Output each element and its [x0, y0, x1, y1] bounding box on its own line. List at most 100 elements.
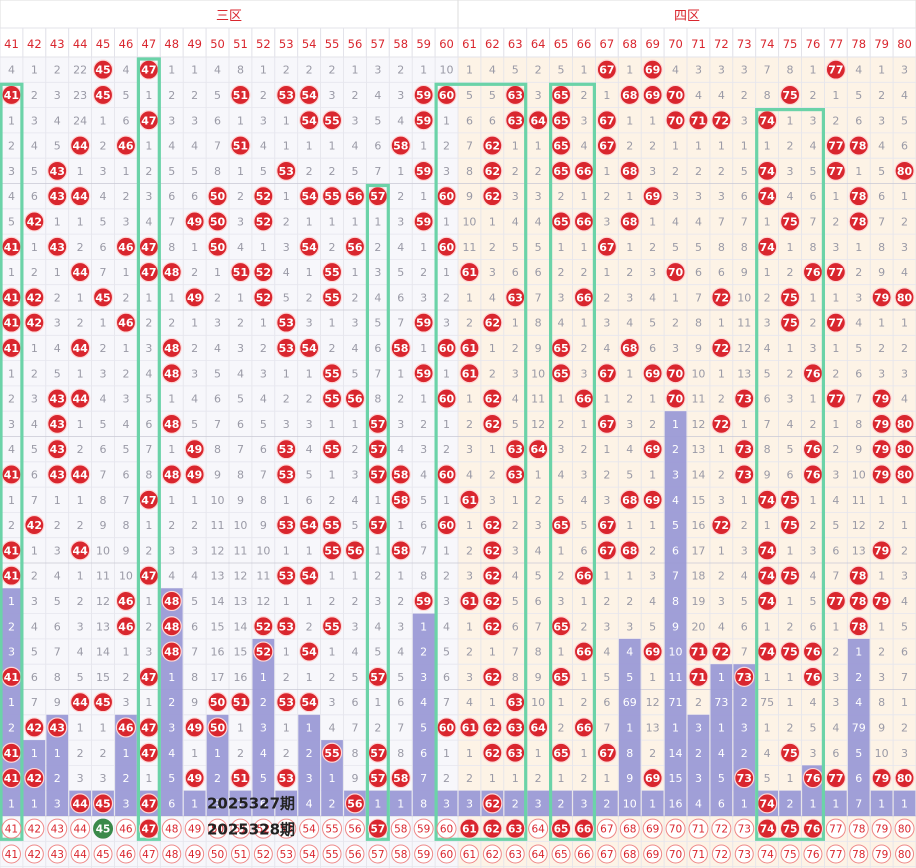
missing-count: 14: [211, 595, 225, 608]
prediction-ball[interactable]: [276, 818, 297, 839]
prediction-ball[interactable]: [413, 818, 434, 839]
column-header-label: 42: [27, 37, 42, 51]
drawn-ball-label: 78: [851, 215, 866, 228]
missing-count: 2: [489, 241, 496, 254]
prediction-ball[interactable]: [322, 818, 343, 839]
prediction-ball[interactable]: [871, 818, 892, 839]
missing-count: 9: [122, 544, 129, 557]
drawn-ball-label: 49: [187, 215, 202, 228]
missing-count: 4: [374, 89, 381, 102]
missing-count: 10: [256, 544, 270, 557]
prediction-ball[interactable]: [596, 818, 617, 839]
missing-count: 2: [237, 317, 244, 330]
missing-count: 3: [374, 266, 381, 279]
missing-count: 5: [31, 165, 38, 178]
prediction-ball[interactable]: [551, 818, 572, 839]
missing-count: 3: [787, 393, 794, 406]
missing-count: 8: [878, 241, 885, 254]
drawn-ball: [734, 767, 755, 789]
prediction-ball[interactable]: [367, 818, 388, 839]
prediction-ball[interactable]: [642, 818, 663, 839]
prediction-ball[interactable]: [459, 818, 480, 839]
missing-count: 2: [649, 544, 656, 557]
prediction-ball[interactable]: [230, 818, 251, 839]
missing-count: 9: [764, 468, 771, 481]
missing-count: 2: [580, 266, 587, 279]
missing-count: 2: [787, 367, 794, 380]
drawn-ball-label: 57: [370, 468, 385, 481]
prediction-ball[interactable]: [253, 818, 274, 839]
prediction-ball[interactable]: [619, 818, 640, 839]
prediction-ball[interactable]: [207, 818, 228, 839]
prediction-ball[interactable]: [184, 818, 205, 839]
prediction-ball[interactable]: [161, 818, 182, 839]
missing-count: 7: [100, 468, 107, 481]
drawn-ball-label: 76: [805, 646, 821, 659]
prediction-ball[interactable]: [344, 818, 365, 839]
missing-count: 5: [809, 165, 816, 178]
prediction-ball[interactable]: [802, 818, 823, 839]
drawn-ball-label: 65: [553, 367, 568, 380]
missing-count: 2: [122, 772, 129, 785]
missing-count: 2: [351, 443, 358, 456]
missing-count: 4: [397, 646, 404, 659]
prediction-ball[interactable]: [505, 818, 526, 839]
prediction-ball[interactable]: [894, 818, 915, 839]
drawn-ball: [413, 211, 434, 232]
missing-count: 8: [191, 671, 198, 684]
drawn-ball: [413, 363, 434, 384]
prediction-ball[interactable]: [299, 818, 320, 839]
missing-count: 1: [351, 266, 358, 279]
drawn-ball-label: 49: [187, 721, 202, 734]
drawn-ball-label: 42: [27, 772, 42, 785]
footer-ball: [322, 844, 342, 864]
drawn-ball-label: 74: [759, 165, 775, 178]
prediction-ball[interactable]: [390, 818, 411, 839]
drawn-ball-label: 53: [279, 570, 294, 583]
prediction-ball[interactable]: [665, 818, 686, 839]
missing-count: 2: [832, 367, 839, 380]
drawn-ball-label: 60: [439, 342, 455, 355]
prediction-ball[interactable]: [47, 818, 68, 839]
prediction-ball[interactable]: [688, 818, 709, 839]
prediction-ball-label: 45: [96, 824, 111, 836]
prediction-ball[interactable]: [436, 818, 457, 839]
drawn-ball-label: 44: [72, 696, 88, 709]
drawn-ball: [321, 261, 343, 283]
prediction-ball[interactable]: [711, 818, 732, 839]
prediction-ball[interactable]: [1, 818, 22, 839]
missing-count: 3: [718, 64, 725, 77]
prediction-ball[interactable]: [528, 818, 549, 839]
missing-count: 1: [878, 317, 885, 330]
prediction-ball[interactable]: [24, 818, 45, 839]
prediction-ball[interactable]: [93, 818, 114, 839]
prediction-ball[interactable]: [70, 818, 91, 839]
drawn-ball: [321, 110, 343, 131]
prediction-ball[interactable]: [482, 818, 503, 839]
missing-count: 1: [901, 797, 908, 810]
prediction-ball[interactable]: [734, 818, 755, 839]
footer-ball: [574, 844, 594, 864]
missing-count: 2: [237, 190, 244, 203]
column-header-label: 48: [164, 37, 179, 51]
prediction-ball[interactable]: [138, 818, 159, 839]
prediction-ball[interactable]: [825, 818, 846, 839]
missing-count: 4: [512, 215, 519, 228]
missing-count: 6: [397, 696, 404, 709]
drawn-ball: [596, 110, 617, 131]
prediction-ball[interactable]: [115, 818, 136, 839]
prediction-ball[interactable]: [757, 818, 778, 839]
missing-count: 4: [695, 215, 702, 228]
missing-count: 1: [489, 342, 496, 355]
prediction-ball[interactable]: [780, 818, 801, 839]
prediction-ball[interactable]: [848, 818, 869, 839]
footer-ball: [345, 844, 365, 864]
prediction-ball[interactable]: [573, 818, 594, 839]
missing-count: 4: [809, 570, 816, 583]
missing-count: 75: [760, 696, 774, 709]
missing-count: 3: [741, 114, 748, 127]
missing-count: 3: [329, 696, 336, 709]
frequency-bar: [710, 664, 733, 816]
drawn-ball-label: 61: [462, 595, 477, 608]
missing-count: 7: [374, 165, 381, 178]
